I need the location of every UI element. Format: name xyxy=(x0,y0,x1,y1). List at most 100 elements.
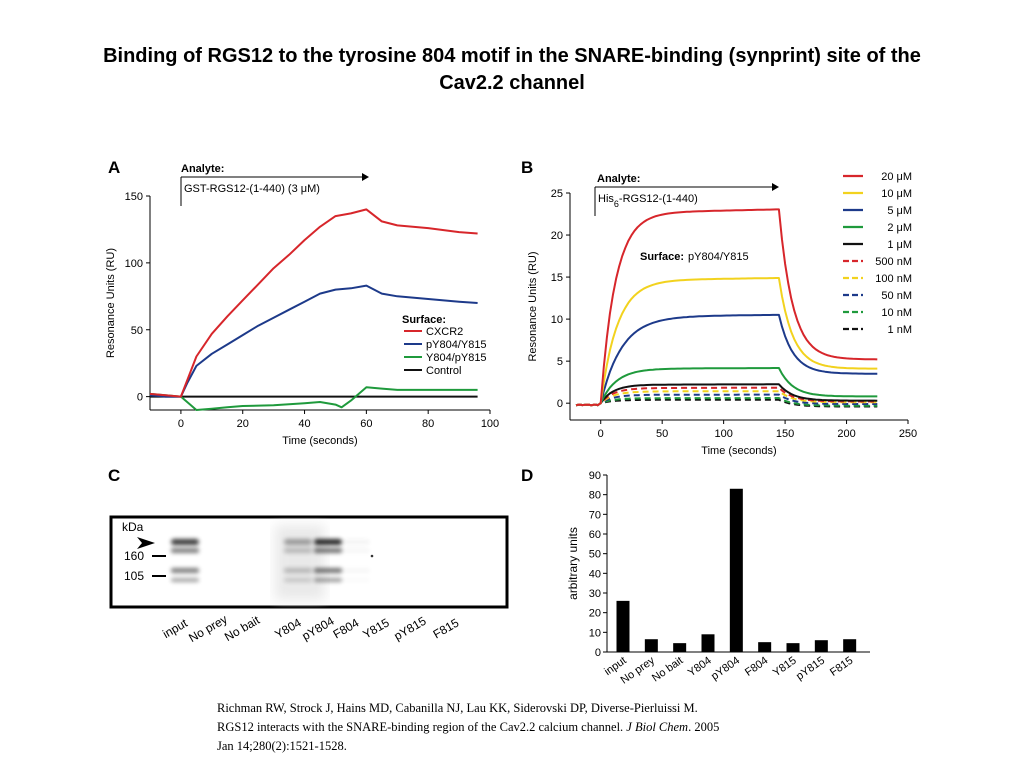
panel-d-bar xyxy=(729,488,743,652)
blot-lane-label: F804 xyxy=(331,615,362,641)
panel-b-x-axis-label: Time (seconds) xyxy=(701,445,776,457)
panel-b-surface-label: Surface: pY804/Y815 xyxy=(640,251,749,263)
blot-band xyxy=(314,568,342,573)
blot-band xyxy=(342,578,370,582)
panel-a-analyte-title: Analyte: xyxy=(181,163,224,175)
panel-b-y-tick-label: 0 xyxy=(557,398,563,410)
panel-b-x-tick-label: 250 xyxy=(899,428,917,440)
panel-a-analyte-text: GST-RGS12-(1-440) (3 μM) xyxy=(184,183,320,195)
blot-marker-160: 160 xyxy=(124,549,144,563)
panel-a-y-tick-label: 150 xyxy=(125,191,143,203)
panel-d-y-tick-label: 50 xyxy=(589,549,601,561)
panel-b-series-line xyxy=(575,277,878,407)
panel-a-legend-title: Surface: xyxy=(402,314,446,326)
blot-band xyxy=(171,568,199,573)
panel-a-y-tick-label: 50 xyxy=(131,325,143,337)
panel-b-series-line xyxy=(575,367,878,407)
panel-a-legend-label: Control xyxy=(426,365,461,377)
panel-b-series-line xyxy=(575,383,878,407)
panel-d-category-label: Y804 xyxy=(686,655,714,680)
blot-speck xyxy=(370,554,374,558)
panel-b-y-tick-label: 5 xyxy=(557,356,563,368)
blot-kda-label: kDa xyxy=(122,520,144,534)
panel-d-y-axis-label: arbitrary units xyxy=(566,527,580,600)
panel-b-x-tick-label: 0 xyxy=(598,428,604,440)
panel-a-x-tick-label: 40 xyxy=(298,418,310,430)
panel-a-series-line xyxy=(149,208,478,398)
blot-band xyxy=(171,548,199,553)
panel-d-bar xyxy=(843,639,857,652)
panel-d-y-tick-label: 40 xyxy=(589,568,601,580)
blot-lane-label: No bait xyxy=(222,613,263,644)
panel-a-legend-label: Y804/pY815 xyxy=(426,352,487,364)
blot-band xyxy=(314,539,342,545)
panel-letter-b: B xyxy=(521,158,533,177)
citation: Richman RW, Strock J, Hains MD, Cabanill… xyxy=(217,699,817,756)
panel-a-series-line xyxy=(149,386,478,411)
panel-d-bar xyxy=(786,643,800,652)
panel-b-x-tick-label: 150 xyxy=(776,428,794,440)
panel-b-y-axis-label: Resonance Units (RU) xyxy=(527,251,539,361)
panel-b-legend-label: 2 μM xyxy=(887,222,912,234)
panel-d-category-label: No bait xyxy=(650,655,685,685)
panel-b-x-tick-label: 50 xyxy=(656,428,668,440)
blot-band xyxy=(342,548,370,553)
panel-d-bar xyxy=(701,634,715,652)
panel-a-legend-label: CXCR2 xyxy=(426,326,463,338)
panel-a-y-axis-label: Resonance Units (RU) xyxy=(105,248,117,358)
panel-d-y-tick-label: 30 xyxy=(589,588,601,600)
blot-band xyxy=(284,539,312,545)
panel-d-y-tick-label: 70 xyxy=(589,509,601,521)
panel-b-series-line xyxy=(575,208,878,407)
blot-lane-label: pY815 xyxy=(391,614,428,644)
panel-b-legend-label: 1 μM xyxy=(887,239,912,251)
slide-title-line-1: Binding of RGS12 to the tyrosine 804 mot… xyxy=(103,45,921,67)
blot-band xyxy=(314,548,342,553)
blot-marker-105: 105 xyxy=(124,569,144,583)
panel-d-bar xyxy=(758,642,772,652)
panel-a-chart: Analyte: GST-RGS12-(1-440) (3 μM) 0 20 40 6… xyxy=(105,163,499,447)
panel-b-series-line xyxy=(575,386,878,407)
blot-band xyxy=(342,539,370,545)
panel-b-analyte-arrow-head xyxy=(772,183,779,191)
panel-b-y-tick-label: 25 xyxy=(551,188,563,200)
panel-b-series-line xyxy=(575,393,878,407)
blot-background-smear xyxy=(275,525,325,600)
panel-d-y-tick-label: 60 xyxy=(589,529,601,541)
panel-d-category-label: F815 xyxy=(828,655,855,679)
citation-line-3: Jan 14;280(2):1521-1528. xyxy=(217,739,347,753)
blot-lane-label: Y804 xyxy=(272,615,304,641)
blot-band xyxy=(342,568,370,573)
panel-d-category-label: pY815 xyxy=(794,655,827,683)
panel-a-series-line xyxy=(149,284,478,398)
panel-letter-c: C xyxy=(108,466,120,485)
panel-b-legend-label: 20 μM xyxy=(881,171,912,183)
panel-d-y-tick-label: 90 xyxy=(589,470,601,482)
panel-a-y-tick-label: 0 xyxy=(137,392,143,404)
panel-d-y-tick-label: 80 xyxy=(589,490,601,502)
panel-b-legend-label: 5 μM xyxy=(887,205,912,217)
panel-d-bar xyxy=(616,600,630,652)
blot-lane-label: No prey xyxy=(186,612,229,645)
panel-b-legend-label: 10 μM xyxy=(881,188,912,200)
panel-a-x-tick-label: 20 xyxy=(237,418,249,430)
citation-line-2: RGS12 interacts with the SNARE-binding r… xyxy=(217,720,720,734)
panel-b-chart: Analyte: His6-RGS12-(1-440) Surface: pY80… xyxy=(527,171,917,457)
panel-b-legend-label: 50 nM xyxy=(881,290,912,302)
panel-d-category-label: Y815 xyxy=(771,655,799,680)
panel-a-legend-label: pY804/Y815 xyxy=(426,339,487,351)
panel-d-bar xyxy=(644,639,658,652)
panel-a-analyte-arrow-head xyxy=(362,173,369,181)
panel-b-y-tick-label: 20 xyxy=(551,230,563,242)
blot-band xyxy=(284,568,312,573)
panel-b-y-tick-label: 15 xyxy=(551,272,563,284)
panel-d-bar xyxy=(673,643,687,652)
blot-band xyxy=(171,539,199,545)
panel-letter-a: A xyxy=(108,158,120,177)
panel-b-legend-label: 100 nM xyxy=(875,273,912,285)
blot-arrowhead-icon xyxy=(137,537,155,549)
panel-b-analyte-title: Analyte: xyxy=(597,173,640,185)
panel-a-x-tick-label: 60 xyxy=(360,418,372,430)
